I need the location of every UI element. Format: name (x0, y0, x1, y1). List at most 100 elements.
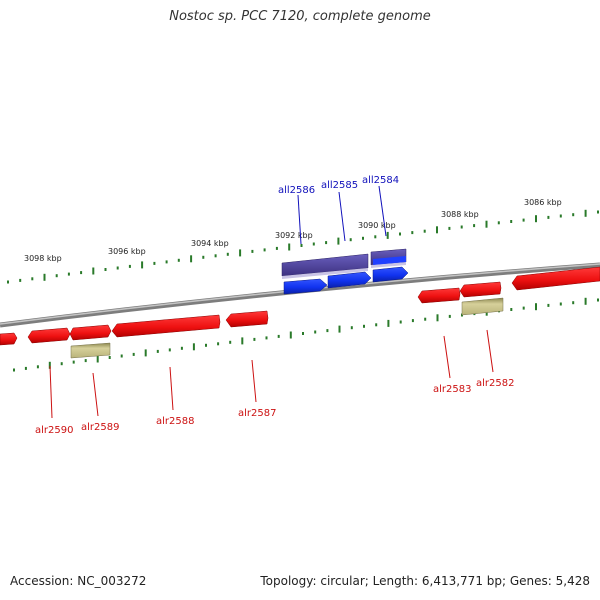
minor-tick (24, 366, 27, 370)
minor-tick (302, 332, 304, 335)
minor-tick (572, 301, 575, 305)
minor-tick (265, 336, 268, 340)
accession-text: Accession: NC_003272 (10, 574, 147, 588)
minor-tick (60, 362, 63, 366)
minor-tick (275, 246, 278, 250)
minor-tick (363, 324, 365, 328)
gene-arrow-alr2587[interactable] (225, 310, 269, 328)
gene-arrow-shadow (373, 256, 406, 265)
scale-label: 3092 kbp (275, 231, 313, 240)
minor-tick (497, 221, 500, 225)
major-tick (141, 261, 144, 269)
minor-tick (448, 226, 451, 230)
gene-label-all2584[interactable]: all2584 (362, 175, 399, 186)
scale-label: 3096 kbp (108, 247, 146, 256)
minor-tick (559, 214, 562, 218)
scale-label: 3098 kbp (24, 254, 62, 263)
scale-ticks-outer (7, 209, 599, 284)
major-tick (241, 337, 244, 345)
gene-leader-line (338, 191, 346, 242)
major-tick (289, 331, 292, 339)
major-tick (192, 343, 195, 351)
minor-tick (522, 306, 525, 310)
minor-tick (19, 278, 22, 282)
minor-tick (312, 242, 315, 246)
minor-tick (263, 248, 266, 252)
gene-leader-line (49, 365, 53, 419)
gene-feature-bar-shadow (371, 262, 406, 268)
gene-arrow-all2584[interactable] (372, 266, 409, 283)
minor-tick (597, 298, 599, 302)
gene-feature-bar-shadow (282, 268, 368, 279)
scale-label: 3090 kbp (358, 221, 396, 230)
gene-arrow-alr2589[interactable] (69, 324, 112, 341)
minor-tick (510, 220, 513, 223)
major-tick (535, 303, 537, 311)
major-tick (337, 237, 340, 245)
minor-tick (217, 342, 220, 346)
rna-feature[interactable] (461, 297, 504, 316)
minor-tick (572, 213, 575, 217)
gene-arrow-all2585[interactable] (327, 271, 372, 289)
minor-tick (168, 348, 171, 352)
minor-tick (226, 252, 229, 256)
minor-tick (411, 231, 414, 235)
gene-arrow-alr2582[interactable] (459, 281, 502, 298)
minor-tick (108, 356, 111, 359)
minor-tick (229, 340, 232, 344)
major-tick (92, 267, 95, 275)
minor-tick (253, 337, 256, 341)
minor-tick (277, 334, 280, 338)
minor-tick (374, 235, 377, 239)
gene-label-all2586[interactable]: all2586 (278, 185, 315, 196)
scale-label: 3086 kbp (524, 198, 562, 207)
major-tick (239, 249, 242, 257)
gene-label-alr2588[interactable]: alr2588 (156, 416, 194, 427)
minor-tick (251, 249, 254, 253)
major-tick (387, 319, 390, 327)
gene-arrow-alr2583[interactable] (417, 287, 461, 304)
gene-label-alr2582[interactable]: alr2582 (476, 378, 514, 389)
minor-tick (424, 317, 427, 321)
minor-tick (153, 261, 156, 265)
minor-tick (104, 268, 107, 271)
gene-label-all2585[interactable]: all2585 (321, 180, 358, 191)
major-tick (48, 361, 51, 369)
major-tick (288, 243, 291, 251)
gene-arrow-alr2590[interactable] (27, 327, 71, 344)
gene-label-alr2589[interactable]: alr2589 (81, 422, 119, 433)
major-tick (436, 226, 438, 234)
minor-tick (205, 343, 207, 347)
minor-tick (165, 260, 168, 264)
gene-label-alr2587[interactable]: alr2587 (238, 408, 276, 419)
gene-arrow-alr2588[interactable] (111, 314, 221, 338)
minor-tick (362, 236, 364, 240)
gene-arrow[interactable] (511, 266, 600, 291)
rna-feature[interactable] (70, 342, 111, 359)
gene-arrow-all2586[interactable] (283, 278, 328, 295)
minor-tick (84, 359, 87, 363)
scale-label: 3094 kbp (191, 239, 229, 248)
minor-tick (375, 323, 378, 327)
minor-tick (547, 303, 550, 307)
minor-tick (399, 320, 402, 324)
minor-tick (120, 354, 123, 358)
minor-tick (411, 319, 414, 323)
minor-tick (399, 232, 401, 236)
gene-label-alr2583[interactable]: alr2583 (433, 384, 471, 395)
minor-tick (7, 280, 9, 284)
major-tick (436, 314, 439, 322)
major-tick (485, 220, 488, 228)
major-tick (144, 349, 147, 357)
minor-tick (473, 224, 476, 228)
gene-leader-line (443, 335, 451, 379)
minor-tick (180, 346, 183, 350)
minor-tick (214, 254, 217, 258)
gene-leader-line (92, 372, 99, 417)
minor-tick (156, 349, 159, 353)
minor-tick (13, 368, 15, 372)
minor-tick (522, 218, 525, 222)
gene-label-alr2590[interactable]: alr2590 (35, 425, 73, 436)
gene-arrow[interactable] (0, 332, 18, 346)
